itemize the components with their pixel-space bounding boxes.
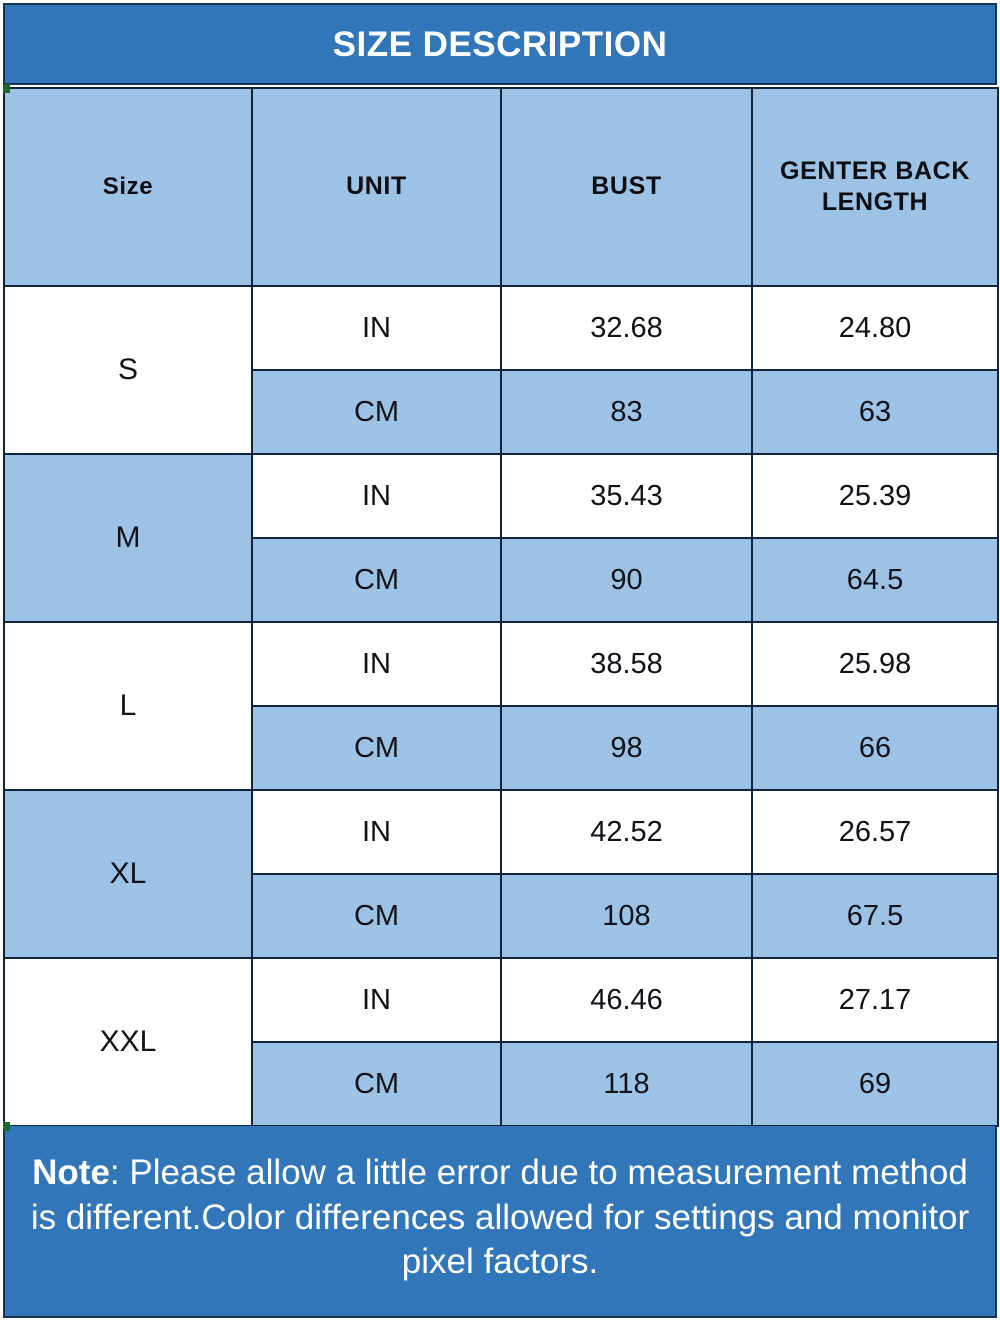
bust-l-in: 38.58: [500, 621, 753, 707]
unit-m-cm: CM: [251, 537, 502, 623]
size-description-table: Size UNIT BUST GENTER BACK LENGTH S IN 3…: [3, 87, 999, 1127]
length-xl-cm: 67.5: [751, 873, 999, 959]
table-row: CM 118 69: [4, 1041, 999, 1127]
note-label: Note: [32, 1152, 110, 1192]
unit-s-in: IN: [251, 285, 502, 371]
chart-title-bar: SIZE DESCRIPTION: [3, 3, 997, 85]
bust-xl-cm: 108: [500, 873, 753, 959]
column-header-bust: BUST: [500, 87, 753, 287]
length-s-cm: 63: [751, 369, 999, 455]
bust-s-in: 32.68: [500, 285, 753, 371]
size-label-m: M: [3, 453, 253, 623]
bust-xxl-in: 46.46: [500, 957, 753, 1043]
unit-m-in: IN: [251, 453, 502, 539]
length-l-in: 25.98: [751, 621, 999, 707]
size-label-s: S: [3, 285, 253, 455]
edge-artifact: [3, 84, 10, 93]
table-row: XL IN 42.52 26.57: [3, 789, 999, 959]
note-body: : Please allow a little error due to mea…: [30, 1152, 970, 1282]
size-label-l: L: [3, 621, 253, 791]
unit-l-cm: CM: [251, 705, 502, 791]
bust-m-cm: 90: [500, 537, 753, 623]
bust-l-cm: 98: [500, 705, 753, 791]
unit-xxl-cm: CM: [251, 1041, 502, 1127]
table-row: M IN 35.43 25.39: [3, 453, 999, 623]
unit-s-cm: CM: [251, 369, 502, 455]
table-row: XXL IN 46.46 27.17: [3, 957, 999, 1127]
length-m-in: 25.39: [751, 453, 999, 539]
table-row: CM 83 63: [4, 369, 999, 455]
bust-xl-in: 42.52: [500, 789, 753, 875]
table-row: S IN 32.68 24.80: [3, 285, 999, 455]
page-title: SIZE DESCRIPTION: [332, 24, 668, 64]
table-header-row: Size UNIT BUST GENTER BACK LENGTH: [3, 87, 999, 287]
table-row: L IN 38.58 25.98: [3, 621, 999, 791]
column-header-size: Size: [3, 87, 253, 287]
length-m-cm: 64.5: [751, 537, 999, 623]
length-l-cm: 66: [751, 705, 999, 791]
bust-xxl-cm: 118: [500, 1041, 753, 1127]
bust-s-cm: 83: [500, 369, 753, 455]
size-label-xxl: XXL: [3, 957, 253, 1127]
column-header-unit: UNIT: [251, 87, 502, 287]
unit-xl-cm: CM: [251, 873, 502, 959]
column-header-length: GENTER BACK LENGTH: [751, 87, 999, 287]
table-row: CM 90 64.5: [4, 537, 999, 623]
length-xl-in: 26.57: [751, 789, 999, 875]
table-row: CM 108 67.5: [4, 873, 999, 959]
length-s-in: 24.80: [751, 285, 999, 371]
unit-l-in: IN: [251, 621, 502, 707]
bust-m-in: 35.43: [500, 453, 753, 539]
note-bar: Note: Please allow a little error due to…: [3, 1126, 997, 1318]
unit-xl-in: IN: [251, 789, 502, 875]
length-xxl-in: 27.17: [751, 957, 999, 1043]
table-row: CM 98 66: [4, 705, 999, 791]
length-xxl-cm: 69: [751, 1041, 999, 1127]
unit-xxl-in: IN: [251, 957, 502, 1043]
size-label-xl: XL: [3, 789, 253, 959]
edge-artifact: [3, 1122, 10, 1131]
note-text: Note: Please allow a little error due to…: [17, 1151, 983, 1285]
